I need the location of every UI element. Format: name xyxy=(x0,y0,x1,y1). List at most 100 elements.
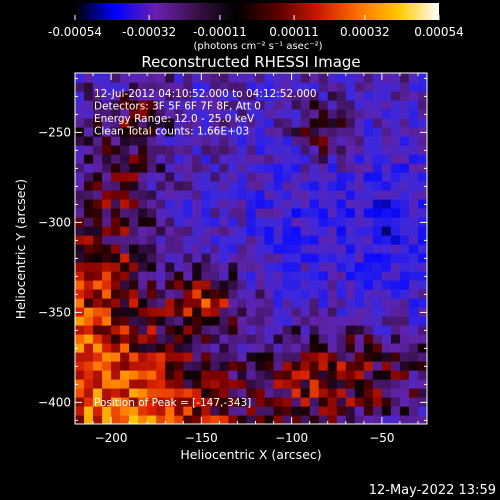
heatmap-pixel xyxy=(372,235,383,245)
heatmap-pixel xyxy=(210,145,221,155)
heatmap-pixel xyxy=(363,145,374,155)
heatmap-pixel xyxy=(300,271,311,281)
heatmap-pixel xyxy=(381,370,392,380)
heatmap-pixel xyxy=(300,73,311,83)
heatmap-pixel xyxy=(300,190,311,200)
heatmap-pixel xyxy=(408,352,419,362)
heatmap-pixel xyxy=(363,154,374,164)
heatmap-pixel xyxy=(183,181,193,191)
heatmap-pixel xyxy=(255,190,266,200)
heatmap-pixel xyxy=(318,289,329,299)
heatmap-pixel xyxy=(381,172,392,182)
heatmap-pixel xyxy=(318,145,329,155)
heatmap-pixel xyxy=(381,280,392,290)
heatmap-pixel xyxy=(300,217,311,227)
heatmap-pixel xyxy=(282,91,293,101)
heatmap-pixel xyxy=(183,415,193,424)
heatmap-pixel xyxy=(237,163,248,173)
heatmap-pixel xyxy=(147,307,157,317)
heatmap-pixel xyxy=(165,208,175,218)
heatmap-pixel xyxy=(282,334,293,344)
heatmap-pixel xyxy=(75,109,85,119)
heatmap-pixel xyxy=(183,73,193,83)
heatmap-pixel xyxy=(390,316,401,326)
heatmap-pixel xyxy=(93,406,103,416)
heatmap-pixel xyxy=(300,91,311,101)
heatmap-pixel xyxy=(111,199,121,209)
heatmap-pixel xyxy=(318,316,329,326)
heatmap-pixel xyxy=(165,73,175,83)
heatmap-pixel xyxy=(219,415,230,424)
heatmap-pixel xyxy=(417,280,427,290)
heatmap-pixel xyxy=(111,253,121,263)
heatmap-pixel xyxy=(363,172,374,182)
heatmap-pixel xyxy=(291,190,302,200)
heatmap-pixel xyxy=(327,199,338,209)
heatmap-pixel xyxy=(102,154,112,164)
heatmap-pixel xyxy=(93,163,103,173)
heatmap-pixel xyxy=(138,343,148,353)
heatmap-pixel xyxy=(363,352,374,362)
heatmap-pixel xyxy=(84,100,94,110)
heatmap-pixel xyxy=(237,226,248,236)
heatmap-pixel xyxy=(408,244,419,254)
heatmap-pixel xyxy=(138,235,148,245)
heatmap-pixel xyxy=(210,262,221,272)
heatmap-pixel xyxy=(264,325,275,335)
heatmap-pixel xyxy=(300,298,311,308)
heatmap-pixel xyxy=(111,352,121,362)
heatmap-pixel xyxy=(102,118,112,128)
heatmap-pixel xyxy=(300,253,311,263)
heatmap-pixel xyxy=(246,406,257,416)
heatmap-pixel xyxy=(291,172,302,182)
heatmap-pixel xyxy=(354,325,365,335)
heatmap-pixel xyxy=(381,199,392,209)
heatmap-pixel xyxy=(147,91,157,101)
heatmap-pixel xyxy=(156,118,166,128)
peak-position-label: Position of Peak = [-147,-343] xyxy=(94,397,251,409)
heatmap-pixel xyxy=(264,271,275,281)
heatmap-pixel xyxy=(93,172,103,182)
heatmap-pixel xyxy=(246,73,257,83)
heatmap-pixel xyxy=(282,109,293,119)
heatmap-pixel xyxy=(120,388,130,398)
heatmap-pixel xyxy=(381,208,392,218)
heatmap-pixel xyxy=(354,316,365,326)
heatmap-pixel xyxy=(165,217,175,227)
heatmap-pixel xyxy=(309,199,320,209)
heatmap-pixel xyxy=(111,82,121,92)
heatmap-pixel xyxy=(282,226,293,236)
heatmap-pixel xyxy=(399,370,410,380)
heatmap-pixel xyxy=(219,307,230,317)
heatmap-pixel xyxy=(309,217,320,227)
heatmap-pixel xyxy=(156,163,166,173)
heatmap-pixel xyxy=(336,343,347,353)
heatmap-pixel xyxy=(237,388,248,398)
heatmap-pixel xyxy=(372,388,383,398)
heatmap-pixel xyxy=(354,406,365,416)
plot-title: Reconstructed RHESSI Image xyxy=(141,53,360,71)
heatmap-pixel xyxy=(390,136,401,146)
heatmap-pixel xyxy=(300,145,311,155)
heatmap-pixel xyxy=(372,397,383,407)
heatmap-pixel xyxy=(183,325,193,335)
heatmap-pixel xyxy=(336,172,347,182)
heatmap-pixel xyxy=(417,370,427,380)
heatmap-pixel xyxy=(237,145,248,155)
heatmap-pixel xyxy=(228,154,239,164)
heatmap-pixel xyxy=(417,307,427,317)
heatmap-pixel xyxy=(264,199,275,209)
heatmap-pixel xyxy=(282,118,293,128)
heatmap-pixel xyxy=(129,262,139,272)
heatmap-pixel xyxy=(228,82,239,92)
heatmap-pixel xyxy=(399,100,410,110)
heatmap-pixel xyxy=(219,226,230,236)
heatmap-pixel xyxy=(201,172,211,182)
heatmap-pixel xyxy=(93,253,103,263)
heatmap-pixel xyxy=(219,145,230,155)
heatmap-pixel xyxy=(147,199,157,209)
heatmap-pixel xyxy=(318,199,329,209)
heatmap-pixel xyxy=(309,325,320,335)
heatmap-pixel xyxy=(345,280,356,290)
heatmap-pixel xyxy=(138,352,148,362)
